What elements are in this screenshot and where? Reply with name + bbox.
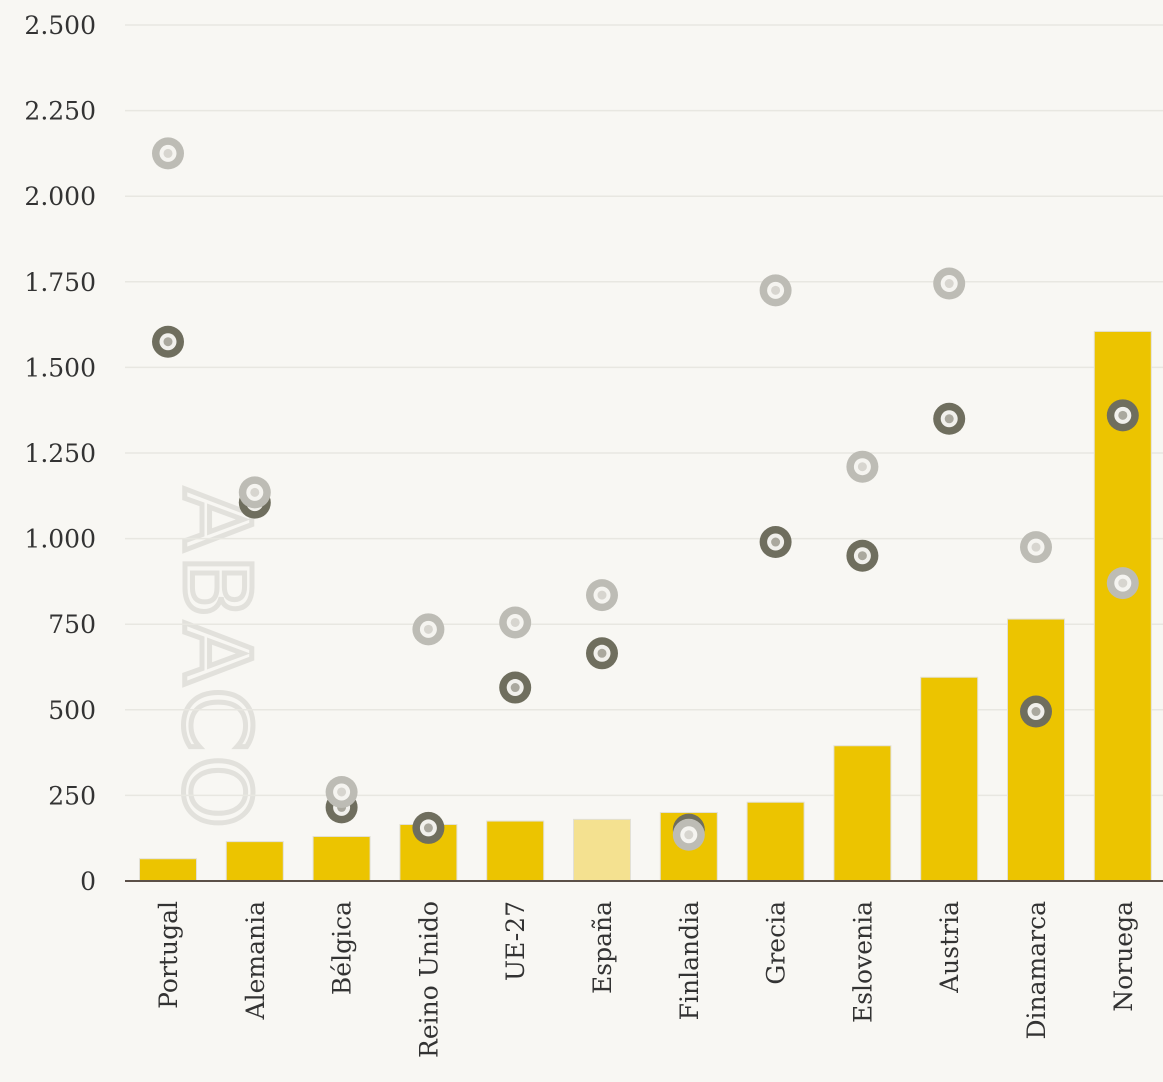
grid-layer (125, 24, 1163, 797)
x-category-label: Eslovenia (848, 901, 877, 1023)
marker-light (586, 579, 618, 612)
watermark-layer: ABACO (161, 485, 273, 834)
y-tick-label: 500 (48, 696, 96, 725)
marker-light (238, 476, 271, 509)
x-category-label: Bélgica (328, 901, 357, 995)
marker-light (1106, 567, 1139, 600)
x-category-label: España (588, 901, 617, 994)
x-category-label: Noruega (1109, 901, 1138, 1012)
marker-dark (1020, 695, 1052, 728)
y-tick-label: 1.750 (24, 268, 96, 297)
marker-dark (152, 325, 184, 358)
bar-ue-27 (486, 820, 545, 882)
marker-dark (586, 637, 618, 670)
marker-light (672, 818, 705, 851)
bar-austria (920, 676, 979, 882)
y-tick-label: 2.000 (24, 182, 96, 211)
bar-portugal (139, 858, 197, 882)
marker-light (152, 137, 184, 170)
marker-dark (759, 526, 792, 559)
bar-eslovenia (833, 745, 892, 882)
bar-dinamarca (1007, 618, 1065, 882)
x-category-label: Austria (935, 901, 964, 994)
y-tick-label: 250 (48, 781, 96, 810)
bar-bélgica (312, 835, 371, 882)
marker-light (412, 613, 445, 646)
x-category-label: Reino Unido (414, 901, 443, 1058)
x-axis-labels: Portugal Alemania Bélgica Reino Unido UE-27 E… (154, 901, 1138, 1058)
marker-light (933, 267, 966, 300)
y-tick-label: 1.250 (24, 439, 96, 468)
y-tick-label: 2.250 (24, 97, 96, 126)
y-tick-label: 1.000 (24, 525, 96, 554)
y-tick-label: 750 (48, 610, 96, 639)
markers-layer (152, 137, 1139, 851)
marker-light (759, 274, 792, 307)
watermark-logo: ABACO (163, 488, 270, 832)
marker-light (846, 450, 879, 483)
marker-light (499, 606, 532, 639)
y-axis-ticks: 0 250 500 750 1.000 1.250 1.500 1.750 2.000 2.250… (24, 11, 96, 896)
bar-españa (573, 818, 631, 882)
marker-light (325, 775, 358, 808)
marker-dark (412, 811, 445, 844)
y-tick-label: 2.500 (24, 11, 96, 40)
bars-layer (139, 330, 1152, 882)
marker-dark (846, 539, 879, 572)
y-tick-label: 0 (80, 867, 96, 896)
bar-alemania (225, 841, 284, 882)
marker-dark (499, 671, 532, 704)
x-category-label: Alemania (241, 901, 270, 1021)
x-category-label: Dinamarca (1022, 901, 1051, 1040)
x-category-label: Portugal (154, 901, 183, 1009)
y-tick-label: 1.500 (24, 353, 96, 382)
bar-grecia (746, 801, 805, 882)
x-category-label: Grecia (762, 901, 791, 985)
x-category-label: Finlandia (675, 901, 704, 1020)
marker-light (1020, 531, 1052, 564)
marker-dark (1106, 399, 1139, 432)
x-category-label: UE-27 (501, 901, 530, 981)
marker-dark (933, 402, 966, 435)
